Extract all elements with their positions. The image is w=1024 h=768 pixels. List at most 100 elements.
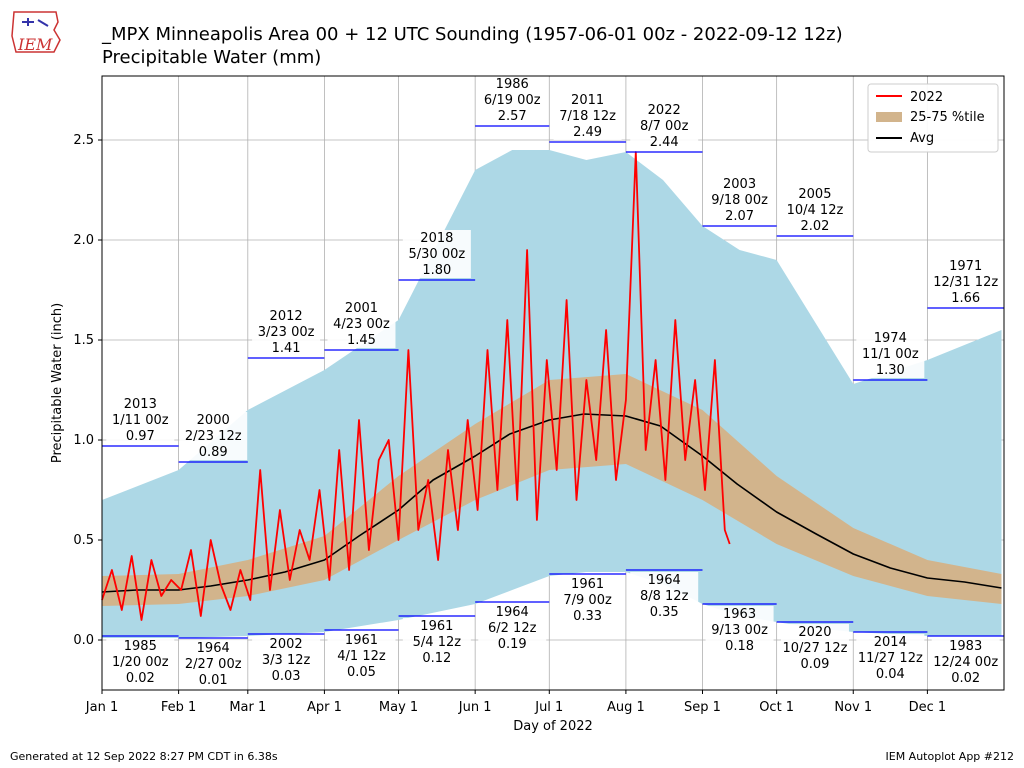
record-min-label: 1983: [949, 639, 982, 654]
record-label-bg: [856, 330, 925, 346]
record-min-label: 9/13 00z: [711, 623, 768, 638]
record-min-label: 2020: [798, 625, 831, 640]
record-label-bg: [327, 632, 396, 648]
record-label-bg: [179, 412, 248, 428]
record-label-bg: [705, 192, 774, 208]
record-label-bg: [252, 636, 321, 652]
record-max-label: 1.80: [422, 263, 451, 278]
record-max-label: 1971: [949, 259, 982, 274]
record-label-bg: [252, 652, 321, 668]
record-label-bg: [780, 640, 849, 656]
iem-logo: IEM: [11, 11, 61, 54]
record-label-bg: [327, 332, 396, 348]
record-label-bg: [780, 202, 849, 218]
y-tick-label: 0.0: [73, 633, 94, 648]
record-label-bg: [252, 324, 321, 340]
record-label-bg: [252, 340, 321, 356]
record-min-label: 1963: [723, 607, 756, 622]
record-label-bg: [931, 654, 1000, 670]
legend-iqr-swatch: [876, 112, 902, 122]
record-min-label: 2002: [270, 637, 303, 652]
record-label-bg: [106, 428, 175, 444]
record-label-bg: [856, 634, 925, 650]
record-label-bg: [931, 638, 1000, 654]
record-label-bg: [402, 650, 471, 666]
record-max-label: 9/18 00z: [711, 193, 768, 208]
chart-subtitle: Precipitable Water (mm): [102, 47, 322, 68]
avg-line: [101, 413, 1002, 593]
record-label-bg: [856, 650, 925, 666]
record-min-label: 1985: [124, 639, 157, 654]
record-label-bg: [179, 656, 248, 672]
record-label-bg: [856, 666, 925, 682]
record-label-bg: [705, 638, 774, 654]
record-max-label: 2.49: [573, 125, 602, 140]
record-min-label: 6/2 12z: [488, 621, 537, 636]
record-label-bg: [630, 118, 699, 134]
record-max-label: 2.07: [725, 209, 754, 224]
record-max-label: 0.89: [199, 445, 228, 460]
record-label-bg: [478, 108, 547, 124]
record-label-bg: [856, 346, 925, 362]
record-label-bg: [402, 246, 471, 262]
x-tick-label: Mar 1: [229, 700, 266, 715]
x-tick-label: Aug 1: [607, 700, 645, 715]
record-min-label: 7/9 00z: [563, 593, 612, 608]
record-label-bg: [630, 572, 699, 588]
x-tick-label: Jan 1: [85, 700, 118, 715]
record-label-bg: [179, 428, 248, 444]
y-tick-label: 2.5: [73, 133, 94, 148]
record-max-label: 2.02: [800, 219, 829, 234]
record-label-bg: [705, 606, 774, 622]
record-label-bg: [478, 604, 547, 620]
record-label-bg: [553, 608, 622, 624]
record-label-bg: [553, 576, 622, 592]
record-max-label: 2/23 12z: [185, 429, 242, 444]
record-max-label: 3/23 00z: [258, 325, 315, 340]
record-label-bg: [106, 670, 175, 686]
record-label-bg: [931, 290, 1000, 306]
legend-label: 2022: [910, 90, 943, 105]
legend-box: [867, 83, 999, 153]
record-max-label: 5/30 00z: [409, 247, 466, 262]
record-label-bg: [630, 604, 699, 620]
record-min-label: 0.18: [725, 639, 754, 654]
record-label-bg: [402, 618, 471, 634]
legend-label: 25-75 %tile: [910, 110, 985, 125]
record-min-label: 1961: [420, 619, 453, 634]
x-tick-label: Oct 1: [759, 700, 794, 715]
record-max-label: 1974: [874, 331, 907, 346]
record-label-bg: [327, 664, 396, 680]
record-max-label: 1.30: [876, 363, 905, 378]
record-label-bg: [327, 300, 396, 316]
record-min-label: 0.02: [126, 671, 155, 686]
x-axis-label: Day of 2022: [513, 719, 593, 734]
record-max-label: 2005: [798, 187, 831, 202]
iqr-band: [102, 374, 1002, 606]
record-label-bg: [106, 638, 175, 654]
record-min-label: 0.03: [272, 669, 301, 684]
record-min-label: 2/27 00z: [185, 657, 242, 672]
record-min-label: 0.02: [951, 671, 980, 686]
record-max-label: 12/31 12z: [933, 275, 998, 290]
y-axis-label: Precipitable Water (inch): [50, 303, 65, 463]
record-label-bg: [106, 412, 175, 428]
line-2022: [101, 151, 731, 621]
record-label-bg: [179, 640, 248, 656]
record-max-label: 0.97: [126, 429, 155, 444]
logo-text: IEM: [17, 35, 53, 54]
record-max-label: 7/18 12z: [559, 109, 616, 124]
record-label-bg: [252, 668, 321, 684]
record-label-bg: [705, 176, 774, 192]
record-max-label: 2001: [345, 301, 378, 316]
record-max-label: 4/23 00z: [333, 317, 390, 332]
x-tick-label: Sep 1: [684, 700, 721, 715]
record-max-label: 1.41: [272, 341, 301, 356]
record-min-label: 0.33: [573, 609, 602, 624]
record-max-label: 1986: [496, 77, 529, 92]
plot-frame: [101, 75, 1005, 691]
record-min-label: 1961: [345, 633, 378, 648]
x-tick-label: Nov 1: [834, 700, 872, 715]
